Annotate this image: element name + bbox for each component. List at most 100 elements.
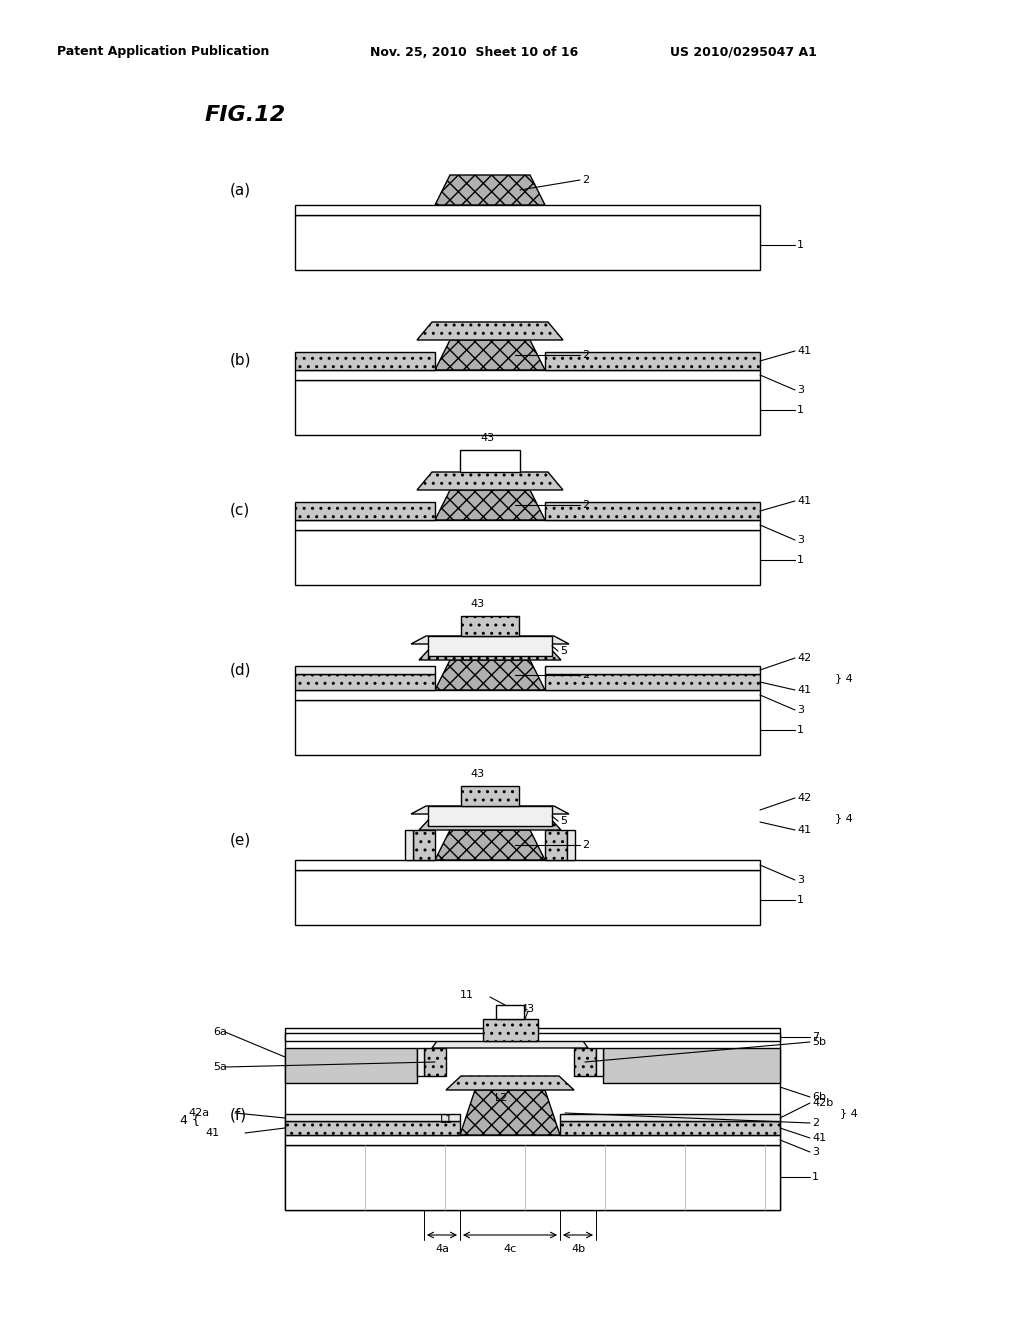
Bar — [295, 700, 760, 755]
Polygon shape — [435, 176, 545, 205]
Bar — [545, 502, 760, 520]
Bar — [295, 531, 760, 585]
Text: 11: 11 — [460, 990, 474, 1001]
Text: 43: 43 — [480, 433, 495, 444]
Bar — [603, 1048, 780, 1082]
Text: 6b: 6b — [812, 1092, 826, 1102]
Text: 3: 3 — [797, 535, 804, 545]
Text: FIG.12: FIG.12 — [205, 106, 287, 125]
Polygon shape — [446, 1076, 574, 1090]
Text: 5a: 5a — [213, 1063, 227, 1072]
Text: 42: 42 — [797, 793, 811, 803]
Text: 1: 1 — [797, 240, 804, 249]
Bar — [295, 380, 760, 436]
Bar — [428, 807, 552, 826]
Text: } 4: } 4 — [835, 673, 853, 682]
Text: Patent Application Publication: Patent Application Publication — [57, 45, 269, 58]
Text: } 4: } 4 — [840, 1107, 858, 1118]
Text: (e): (e) — [230, 833, 251, 847]
Text: 4c: 4c — [504, 1243, 517, 1254]
Text: L2: L2 — [495, 1093, 508, 1104]
Text: (f): (f) — [230, 1107, 247, 1122]
Text: 3: 3 — [797, 385, 804, 395]
Polygon shape — [432, 1041, 588, 1048]
Text: (d): (d) — [230, 663, 252, 677]
Text: } 4: } 4 — [835, 813, 853, 822]
Bar — [483, 1019, 538, 1041]
Text: L1: L1 — [440, 1115, 454, 1125]
Text: (c): (c) — [230, 503, 250, 517]
Bar — [295, 502, 435, 520]
Text: 2: 2 — [582, 500, 589, 510]
Polygon shape — [435, 660, 545, 690]
Text: 4 {: 4 { — [180, 1114, 200, 1126]
Bar — [413, 830, 435, 861]
Text: 42: 42 — [797, 653, 811, 663]
Text: 41: 41 — [206, 1129, 220, 1138]
Text: 41: 41 — [812, 1133, 826, 1143]
Text: 43: 43 — [520, 1005, 535, 1014]
Text: 1: 1 — [797, 895, 804, 906]
Text: 4a: 4a — [435, 1243, 449, 1254]
Polygon shape — [419, 814, 561, 830]
Text: 41: 41 — [797, 496, 811, 506]
Bar — [460, 450, 520, 473]
Text: 1: 1 — [797, 725, 804, 735]
Bar — [295, 215, 760, 271]
Text: 3: 3 — [797, 875, 804, 884]
Polygon shape — [435, 490, 545, 520]
Text: 2: 2 — [582, 840, 589, 850]
Text: 41: 41 — [797, 685, 811, 696]
Bar — [285, 1135, 780, 1144]
Polygon shape — [411, 807, 569, 814]
Polygon shape — [419, 644, 561, 660]
Bar — [545, 675, 760, 690]
Bar — [596, 1048, 603, 1076]
Bar — [295, 520, 760, 531]
Bar — [574, 1048, 596, 1076]
Bar — [295, 690, 760, 700]
Bar — [285, 1114, 460, 1121]
Polygon shape — [460, 1090, 560, 1135]
Text: 3: 3 — [797, 705, 804, 715]
Text: 6a: 6a — [213, 1027, 227, 1038]
Text: 2: 2 — [582, 350, 589, 360]
Bar — [285, 1144, 780, 1210]
Bar — [285, 1048, 417, 1082]
Bar — [560, 1121, 780, 1135]
Text: 42a: 42a — [188, 1107, 210, 1118]
Polygon shape — [417, 322, 563, 341]
Bar — [295, 205, 760, 215]
Text: Nov. 25, 2010  Sheet 10 of 16: Nov. 25, 2010 Sheet 10 of 16 — [370, 45, 579, 58]
Text: 2: 2 — [582, 176, 589, 185]
Bar — [285, 1034, 780, 1041]
Text: 1: 1 — [797, 405, 804, 414]
Text: 5b: 5b — [812, 1038, 826, 1047]
Text: 2: 2 — [812, 1118, 819, 1129]
Bar — [295, 370, 760, 380]
Polygon shape — [435, 830, 545, 861]
Bar — [545, 830, 567, 861]
Bar — [295, 861, 760, 870]
Text: 1: 1 — [797, 554, 804, 565]
Bar — [295, 870, 760, 925]
Polygon shape — [411, 636, 569, 644]
Text: (b): (b) — [230, 352, 252, 367]
Text: 43: 43 — [470, 599, 484, 609]
Text: 5: 5 — [560, 645, 567, 656]
Bar — [417, 1048, 424, 1076]
Bar — [295, 675, 435, 690]
Text: 41: 41 — [797, 346, 811, 356]
Bar — [545, 667, 760, 675]
Bar — [461, 785, 519, 807]
Text: 43: 43 — [470, 770, 484, 779]
Bar — [461, 616, 519, 636]
Bar — [295, 352, 435, 370]
Bar — [545, 352, 760, 370]
Text: 4b: 4b — [571, 1243, 585, 1254]
Text: 1: 1 — [812, 1172, 819, 1181]
Bar — [295, 667, 435, 675]
Polygon shape — [417, 473, 563, 490]
Text: 42b: 42b — [812, 1098, 834, 1107]
Text: US 2010/0295047 A1: US 2010/0295047 A1 — [670, 45, 817, 58]
